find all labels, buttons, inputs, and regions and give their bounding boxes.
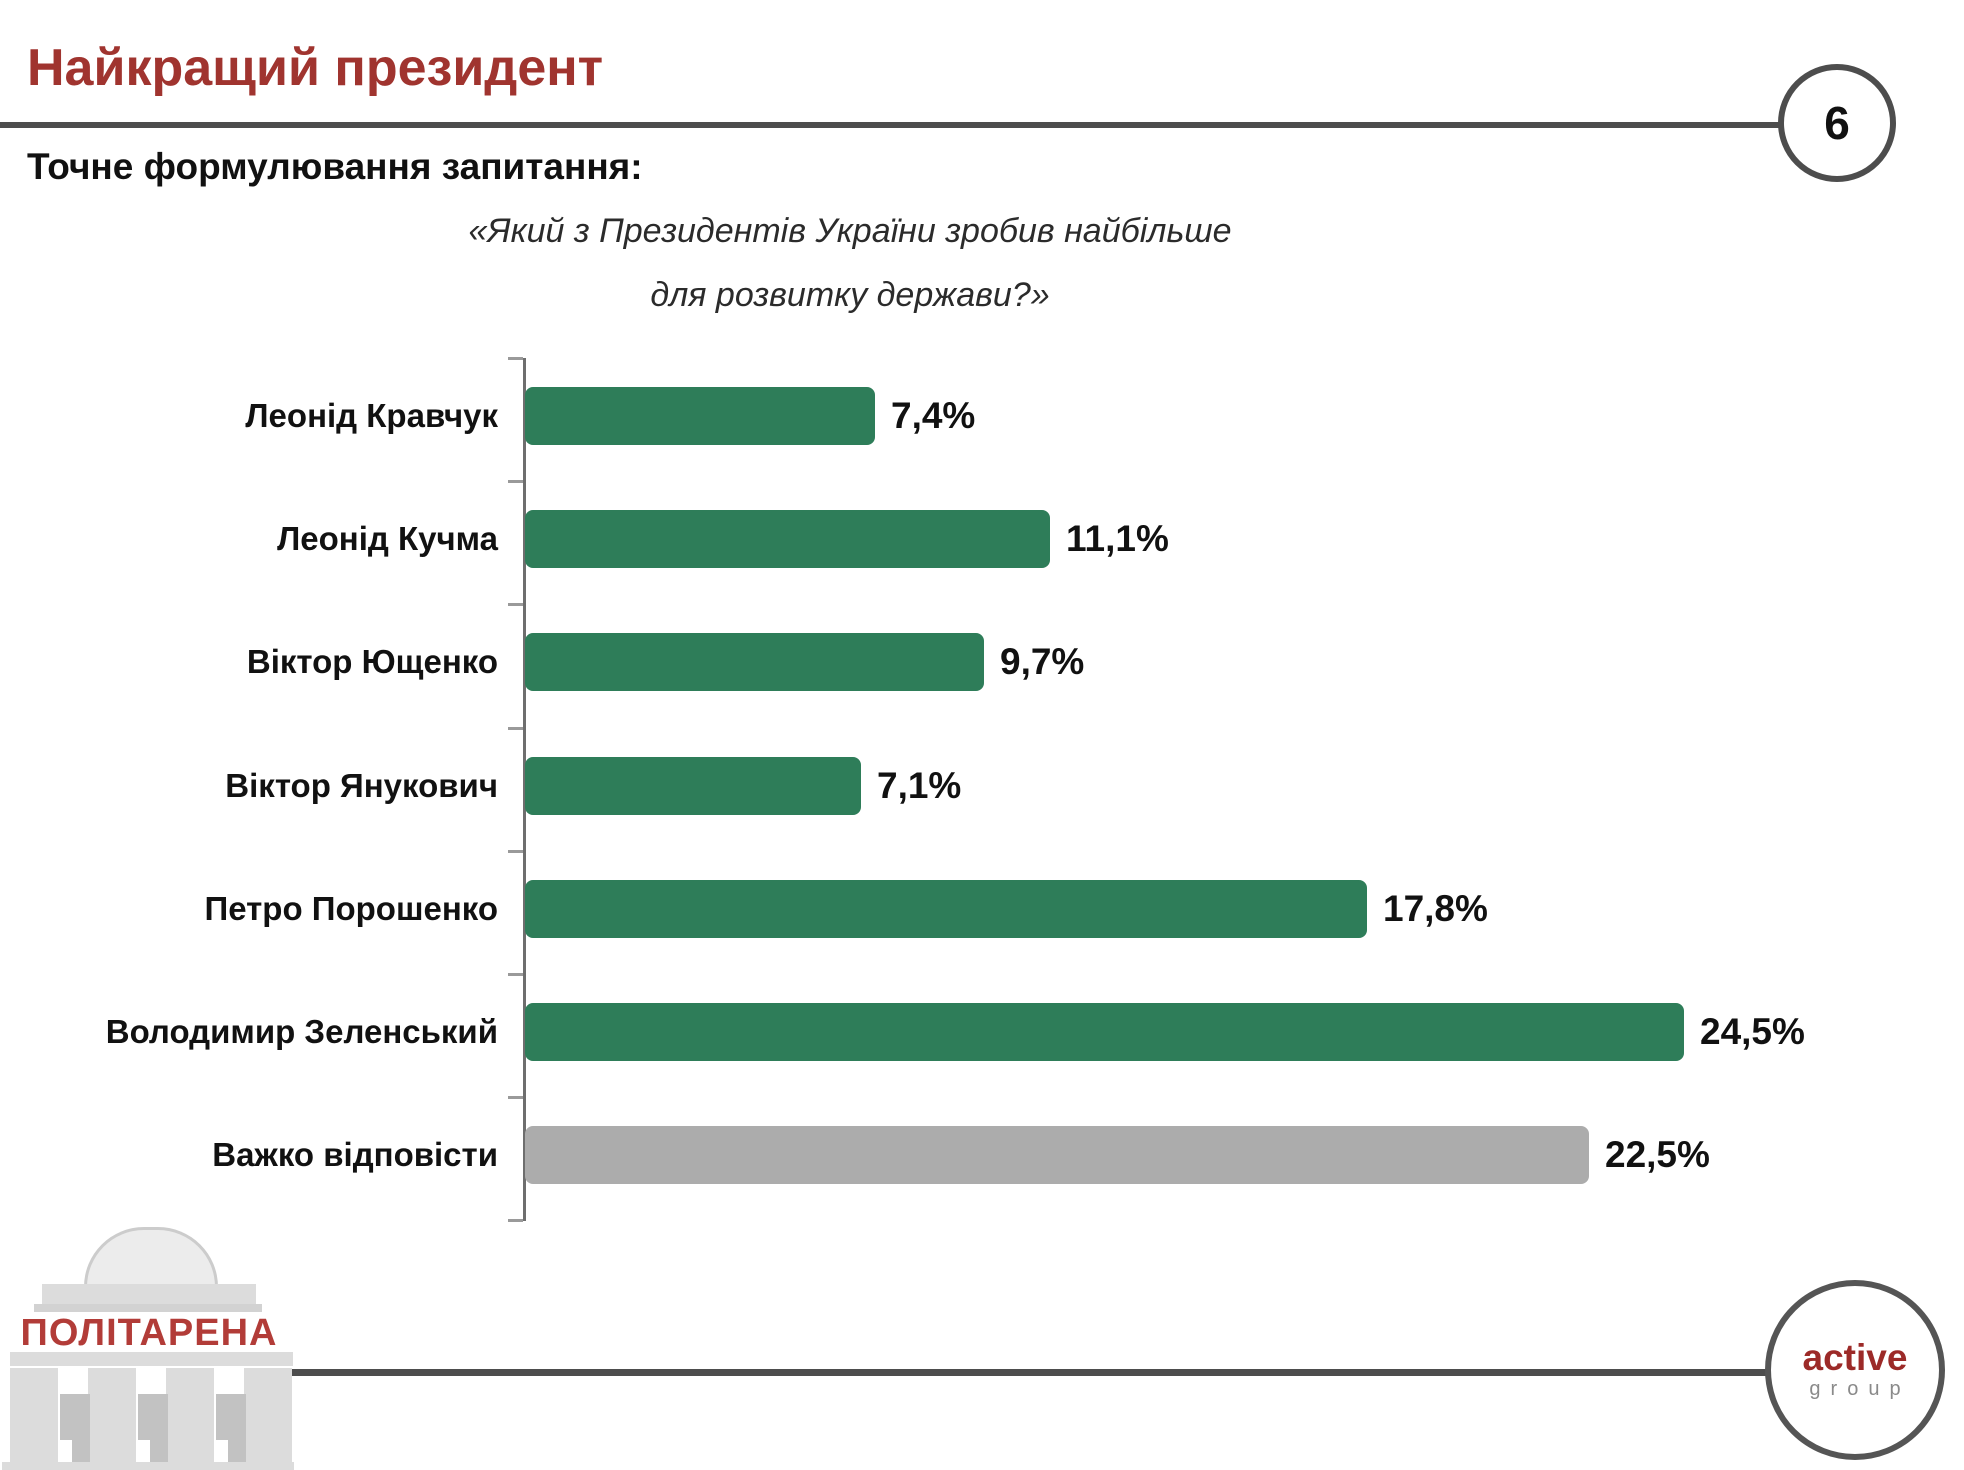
building-door-notch: [60, 1440, 72, 1464]
active-group-wordmark-group: group: [1809, 1378, 1911, 1401]
building-column: [166, 1368, 214, 1464]
axis-tick: [508, 849, 523, 853]
bar: [525, 387, 875, 445]
chart-axis-line: [523, 358, 526, 1221]
building-entablature-step: [34, 1304, 262, 1312]
category-label: Важко відповісти: [212, 1136, 498, 1173]
active-group-logo: active group: [1765, 1280, 1945, 1460]
header-divider-line: [0, 122, 1781, 128]
building-door-notch: [216, 1440, 228, 1464]
axis-tick: [508, 480, 523, 484]
category-label: Володимир Зеленський: [105, 1013, 498, 1050]
category-label: Петро Порошенко: [204, 890, 498, 927]
building-column: [10, 1368, 58, 1464]
building-dome-icon: [84, 1227, 218, 1287]
value-label: 11,1%: [1066, 518, 1169, 559]
slide-number-badge: 6: [1778, 64, 1896, 182]
bar: [525, 510, 1050, 568]
category-label: Леонід Кучма: [277, 520, 498, 557]
category-label: Віктор Янукович: [225, 767, 498, 804]
question-text-line2: для розвитку держави?»: [650, 276, 1050, 314]
axis-tick: [508, 1096, 523, 1100]
building-base: [2, 1462, 294, 1470]
category-label: Віктор Ющенко: [246, 643, 498, 680]
building-entablature: [42, 1284, 256, 1304]
building-door-notch: [138, 1440, 150, 1464]
axis-tick: [508, 1219, 523, 1223]
value-label: 17,8%: [1383, 888, 1488, 929]
politarena-wordmark: ПОЛІТАРЕНА: [20, 1312, 278, 1354]
value-label: 9,7%: [1000, 641, 1085, 682]
page-title: Найкращий президент: [27, 39, 604, 97]
axis-tick: [508, 726, 523, 730]
category-label: Леонід Кравчук: [245, 397, 498, 434]
question-heading: Точне формулювання запитання:: [27, 146, 643, 187]
slide-number: 6: [1824, 97, 1850, 149]
axis-tick: [508, 603, 523, 607]
axis-tick: [508, 973, 523, 976]
axis-tick: [508, 357, 523, 360]
value-label: 7,1%: [877, 765, 962, 806]
value-label: 7,4%: [891, 395, 976, 436]
value-label: 24,5%: [1700, 1011, 1805, 1052]
building-architrave: [10, 1352, 293, 1366]
bar: [525, 633, 984, 691]
building-column: [88, 1368, 136, 1464]
active-group-wordmark-active: active: [1802, 1336, 1908, 1378]
footer-divider-line: [292, 1369, 1770, 1376]
question-text-line1: «Який з Президентів України зробив найбі…: [468, 212, 1232, 250]
bar: [525, 757, 861, 815]
bar: [525, 1003, 1684, 1061]
building-column: [244, 1368, 292, 1464]
value-label: 22,5%: [1605, 1134, 1710, 1175]
bar: [525, 1126, 1589, 1184]
bar: [525, 880, 1367, 938]
